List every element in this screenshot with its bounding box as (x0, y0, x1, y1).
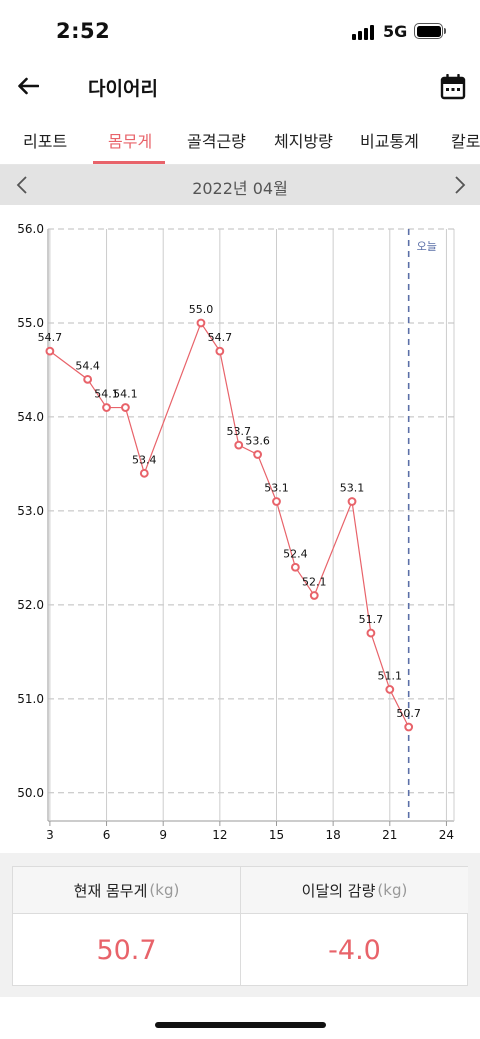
y-tick-label: 55.0 (17, 316, 44, 330)
data-label: 52.1 (302, 575, 327, 588)
month-label: 2022년 04월 (192, 179, 288, 198)
data-point (121, 403, 130, 412)
data-point (196, 318, 206, 328)
x-tick-label: 15 (269, 828, 284, 842)
data-label: 53.4 (132, 453, 157, 466)
current-weight-header: 현재 몸무게 (kg) (13, 867, 240, 914)
x-tick-label: 24 (439, 828, 454, 842)
summary-divider (240, 867, 241, 986)
x-tick-label: 12 (212, 828, 227, 842)
data-label: 54.1 (113, 388, 138, 401)
current-weight-unit: (kg) (149, 881, 180, 899)
data-point (347, 497, 357, 506)
summary-section: 현재 몸무게 (kg) 이달의 감량 (kg) 50.7 -4.0 (0, 853, 480, 997)
data-point (45, 346, 55, 356)
next-month-button[interactable] (446, 171, 474, 199)
data-label: 52.4 (283, 547, 308, 560)
y-tick-label: 52.0 (17, 598, 44, 612)
monthly-loss-unit: (kg) (377, 881, 408, 899)
y-tick-label: 50.0 (17, 786, 44, 800)
y-tick-label: 51.0 (17, 692, 44, 706)
data-point (83, 374, 93, 384)
status-time: 2:52 (56, 19, 111, 43)
back-button[interactable] (12, 70, 44, 102)
active-tab-indicator (93, 161, 165, 164)
weight-series-line (49, 321, 410, 728)
month-navigator: 2022년 04월 (0, 165, 480, 205)
weight-chart: 50.0 51.0 52.0 53.0 54.0 55.0 56.0 3 6 9 12 15 18 21 2… (0, 205, 480, 853)
data-point (234, 440, 244, 450)
x-tick-label: 21 (382, 828, 397, 842)
data-point (102, 403, 111, 412)
data-point (290, 562, 300, 572)
arrow-left-icon (18, 77, 39, 95)
battery-icon (414, 23, 443, 39)
data-label: 50.7 (396, 707, 421, 720)
tab-calorie[interactable]: 칼로 (451, 132, 480, 151)
chevron-left-icon (16, 176, 27, 194)
data-label: 53.6 (245, 435, 270, 448)
home-indicator (155, 1022, 326, 1028)
calendar-button[interactable] (436, 70, 470, 104)
x-tick-label: 6 (103, 828, 111, 842)
chevron-right-icon (455, 176, 466, 194)
network-label: 5G (383, 22, 408, 41)
current-weight-value: 50.7 (96, 935, 157, 966)
tab-muscle-mass[interactable]: 골격근량 (187, 132, 246, 151)
data-label: 54.7 (38, 331, 63, 344)
tab-report[interactable]: 리포트 (23, 132, 68, 151)
data-label: 51.1 (378, 669, 403, 682)
monthly-loss-value: -4.0 (328, 935, 381, 966)
data-point (385, 685, 395, 694)
data-label: 54.7 (208, 331, 233, 344)
data-label: 53.1 (264, 482, 289, 495)
data-label: 51.7 (359, 613, 384, 626)
data-point (215, 346, 225, 356)
data-label: 53.7 (226, 425, 251, 438)
tab-comparison[interactable]: 비교통계 (360, 132, 419, 151)
data-point (366, 628, 376, 638)
x-tick-label: 3 (46, 828, 54, 842)
data-label: 53.1 (340, 482, 365, 495)
y-tick-label: 53.0 (17, 504, 44, 518)
weight-line-chart: 50.0 51.0 52.0 53.0 54.0 55.0 56.0 3 6 9 12 15 18 21 2… (17, 222, 455, 842)
x-tick-label: 18 (326, 828, 341, 842)
tab-body-fat[interactable]: 체지방량 (274, 132, 333, 151)
previous-month-button[interactable] (8, 171, 36, 199)
battery-tip (444, 28, 446, 34)
page-title: 다이어리 (88, 78, 158, 100)
x-tick-label: 9 (159, 828, 167, 842)
data-label: 54.4 (75, 359, 100, 372)
monthly-loss-label: 이달의 감량 (301, 881, 376, 900)
data-point (253, 450, 263, 459)
app-bar: 다이어리 (0, 62, 480, 110)
monthly-loss-header: 이달의 감량 (kg) (241, 867, 468, 914)
y-tick-label: 56.0 (17, 222, 44, 236)
data-point (139, 468, 149, 478)
data-label: 54.1 (94, 388, 119, 401)
today-label: 오늘 (417, 240, 437, 253)
data-point (272, 497, 281, 506)
data-point (309, 591, 319, 600)
y-tick-label: 54.0 (17, 410, 44, 424)
status-bar: 2:52 5G (0, 0, 480, 62)
calendar-icon (440, 74, 466, 100)
current-weight-label: 현재 몸무게 (73, 881, 148, 900)
tab-weight[interactable]: 몸무게 (108, 132, 153, 151)
data-label: 55.0 (189, 303, 214, 316)
summary-table: 현재 몸무게 (kg) 이달의 감량 (kg) 50.7 -4.0 (12, 866, 468, 986)
tab-bar: 리포트 몸무게 골격근량 체지방량 비교통계 칼로 (0, 116, 480, 165)
data-point (404, 722, 414, 732)
signal-icon (352, 24, 376, 40)
